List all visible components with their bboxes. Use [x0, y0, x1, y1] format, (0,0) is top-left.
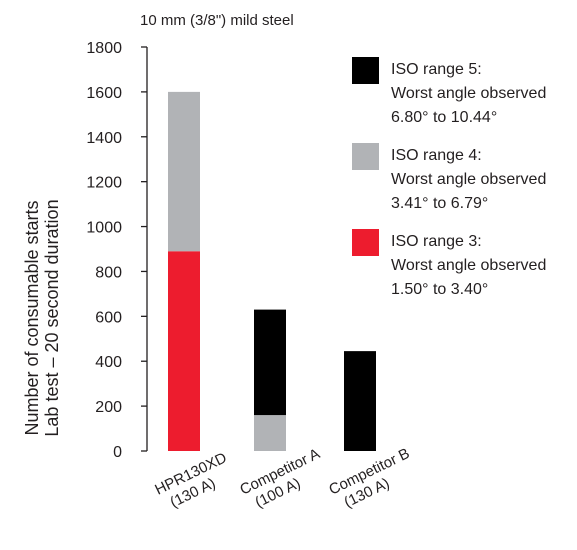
- legend-swatch-iso4: [352, 143, 379, 170]
- x-category-label: Competitor B(130 A): [326, 445, 420, 515]
- bar-segment-iso5: [344, 351, 376, 451]
- y-tick-label: 1400: [86, 130, 122, 147]
- legend-label-iso4: 3.41° to 6.79°: [391, 195, 488, 212]
- y-tick-label: 800: [95, 264, 122, 281]
- legend-label-iso4: ISO range 4:: [391, 147, 482, 164]
- legend-label-iso5: Worst angle observed: [391, 85, 546, 102]
- y-tick-label: 0: [113, 444, 122, 461]
- legend-label-iso5: 6.80° to 10.44°: [391, 109, 497, 126]
- legend-label-iso3: ISO range 3:: [391, 233, 482, 250]
- bar-segment-iso4: [254, 415, 286, 451]
- y-tick-label: 1200: [86, 175, 122, 192]
- x-category-label: HPR130XD(130 A): [152, 449, 237, 515]
- y-tick-label: 1000: [86, 220, 122, 237]
- y-axis-title-line-1: Number of consumable starts: [22, 200, 42, 435]
- legend-swatch-iso3: [352, 229, 379, 256]
- legend-label-iso3: Worst angle observed: [391, 257, 546, 274]
- y-axis: 0 200 400 600 800 1000 1200 1400 1600 1800: [86, 40, 148, 461]
- chart-title: 10 mm (3/8") mild steel: [140, 12, 294, 29]
- x-category-label: Competitor A(100 A): [237, 445, 330, 514]
- bars: [168, 91, 376, 451]
- legend-label-iso3: 1.50° to 3.40°: [391, 281, 488, 298]
- bar-segment-iso4: [168, 91, 200, 252]
- legend: ISO range 5: Worst angle observed 6.80° to…: [352, 57, 546, 298]
- y-axis-title-line-2: Lab test – 20 second duration: [42, 199, 62, 436]
- y-tick-label: 1600: [86, 85, 122, 102]
- legend-label-iso4: Worst angle observed: [391, 171, 546, 188]
- bar-segment-iso5: [254, 309, 286, 416]
- legend-label-iso5: ISO range 5:: [391, 61, 482, 78]
- x-axis-labels: HPR130XD(130 A) Competitor A(100 A) Compet…: [152, 445, 420, 515]
- bar-segment-iso3: [168, 251, 200, 451]
- y-tick-label: 200: [95, 399, 122, 416]
- y-tick-label: 400: [95, 354, 122, 371]
- legend-swatch-iso5: [352, 57, 379, 84]
- y-tick-label: 600: [95, 309, 122, 326]
- y-tick-label: 1800: [86, 40, 122, 57]
